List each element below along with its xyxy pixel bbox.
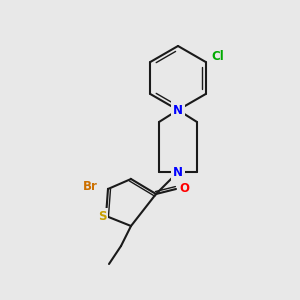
Text: O: O [179,182,189,196]
Text: Cl: Cl [211,50,224,64]
Text: Br: Br [82,181,98,194]
Text: S: S [98,211,106,224]
Text: N: N [173,103,183,116]
Text: N: N [173,166,183,178]
